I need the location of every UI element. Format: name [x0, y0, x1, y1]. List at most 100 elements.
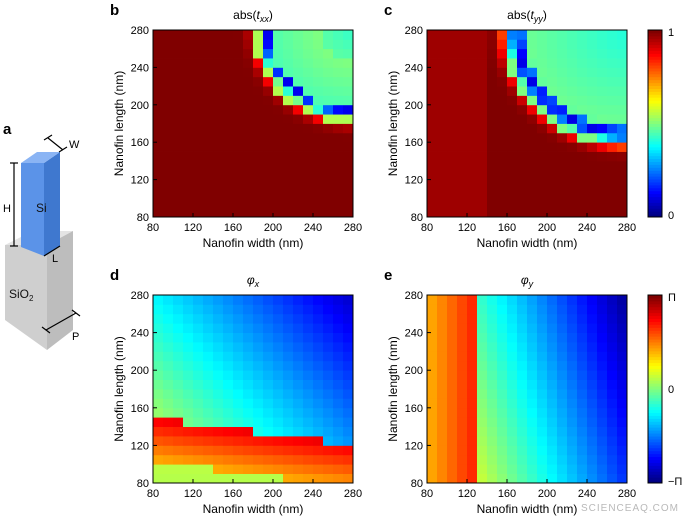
heatmap-cell	[263, 198, 274, 209]
heatmap-cell	[193, 295, 204, 305]
heatmap-cell	[283, 86, 294, 96]
heatmap-cell	[253, 304, 264, 315]
title-subscript: x	[254, 279, 260, 289]
heatmap-cell	[203, 426, 214, 437]
heatmap-cell	[577, 454, 588, 465]
heatmap-cell	[263, 398, 274, 409]
y-tick-label: 240	[131, 328, 149, 340]
heatmap-cell	[437, 445, 448, 456]
heatmap-cell	[323, 342, 334, 352]
heatmap-cell	[447, 151, 458, 162]
y-tick-label: 240	[131, 62, 149, 74]
heatmap-cell	[313, 114, 324, 124]
heatmap-cell	[343, 132, 354, 143]
heatmap-cell	[183, 332, 194, 343]
colorbar-segment	[648, 421, 662, 425]
heatmap-cell	[617, 398, 628, 409]
heatmap-cell	[303, 179, 314, 190]
heatmap-cell	[153, 151, 164, 162]
heatmap-cell	[323, 295, 334, 305]
heatmap-cell	[303, 370, 314, 380]
heatmap-cell	[447, 76, 458, 87]
heatmap-cell	[333, 313, 344, 324]
heatmap-cell	[527, 332, 538, 343]
heatmap-cell	[263, 360, 274, 371]
heatmap-cell	[253, 436, 264, 446]
heatmap-cell	[163, 142, 174, 152]
heatmap-cell	[243, 351, 254, 362]
panel-letter-c: c	[384, 2, 392, 19]
heatmap-cell	[547, 323, 558, 333]
heatmap-cell	[567, 323, 578, 333]
heatmap-cell	[437, 407, 448, 418]
heatmap-cell	[283, 30, 294, 40]
heatmap-cell	[527, 30, 538, 40]
heatmap-cell	[607, 332, 618, 343]
heatmap-cell	[213, 313, 224, 324]
heatmap-cell	[617, 417, 628, 427]
colorbar-segment	[648, 111, 662, 116]
heatmap-cell	[527, 464, 538, 474]
colorbar-segment	[648, 324, 662, 328]
heatmap-cell	[537, 379, 548, 390]
heatmap-cell	[263, 295, 274, 305]
heatmap-cell	[597, 48, 608, 59]
heatmap-cell	[477, 342, 488, 352]
heatmap-cell	[547, 464, 558, 474]
heatmap-cell	[223, 351, 234, 362]
colorbar-segment	[648, 88, 662, 92]
heatmap-cell	[163, 207, 174, 218]
heatmap-cell	[283, 295, 294, 305]
heatmap-cell	[497, 313, 508, 324]
heatmap-cell	[173, 67, 184, 78]
heatmap-cell	[547, 198, 558, 209]
heatmap-cell	[587, 76, 598, 87]
heatmap-cell	[273, 179, 284, 190]
heatmap-cell	[437, 114, 448, 124]
x-axis-label: Nanofin width (nm)	[203, 236, 304, 250]
heatmap-cell	[183, 76, 194, 87]
heatmap-cell	[447, 179, 458, 190]
heatmap-cell	[243, 207, 254, 218]
heatmap-cell	[457, 454, 468, 465]
heatmap-cell	[617, 30, 628, 40]
colorbar-segment	[648, 333, 662, 337]
x-tick-label: 160	[498, 222, 516, 234]
heatmap-cell	[303, 132, 314, 143]
si-label: Si	[36, 201, 47, 215]
heatmap-cell	[343, 454, 354, 465]
heatmap-cell	[497, 407, 508, 418]
heatmap-cell	[313, 188, 324, 199]
heatmap-cell	[153, 436, 164, 446]
heatmap-cell	[437, 332, 448, 343]
colorbar-segment	[648, 211, 662, 215]
heatmap-cell	[447, 379, 458, 390]
colorbar-segment	[648, 436, 662, 440]
colorbar-segment	[648, 374, 662, 378]
heatmap-cell	[527, 39, 538, 50]
panel-title: abs(txx)	[233, 8, 273, 24]
heatmap-cell	[173, 179, 184, 190]
heatmap-cell	[203, 370, 214, 380]
colorbar-mid-label: 0	[668, 384, 674, 396]
heatmap-cell	[587, 170, 598, 180]
heatmap-cell	[537, 188, 548, 199]
heatmap-cell	[233, 207, 244, 218]
heatmap-cell	[607, 370, 618, 380]
y-tick-label: 80	[411, 212, 423, 224]
heatmap-cell	[447, 454, 458, 465]
heatmap-cell	[213, 370, 224, 380]
heatmap-cell	[293, 207, 304, 218]
heatmap-cell	[557, 407, 568, 418]
heatmap-cell	[507, 86, 518, 96]
heatmap-cell	[467, 436, 478, 446]
colorbar-segment	[648, 143, 662, 148]
heatmap-cell	[283, 39, 294, 50]
heatmap-cell	[557, 95, 568, 106]
heatmap-cell	[607, 295, 618, 305]
heatmap-cell	[193, 151, 204, 162]
colorbar-frame	[647, 29, 663, 218]
heatmap-cell	[497, 58, 508, 68]
heatmap-cell	[223, 417, 234, 427]
heatmap-cell	[173, 132, 184, 143]
